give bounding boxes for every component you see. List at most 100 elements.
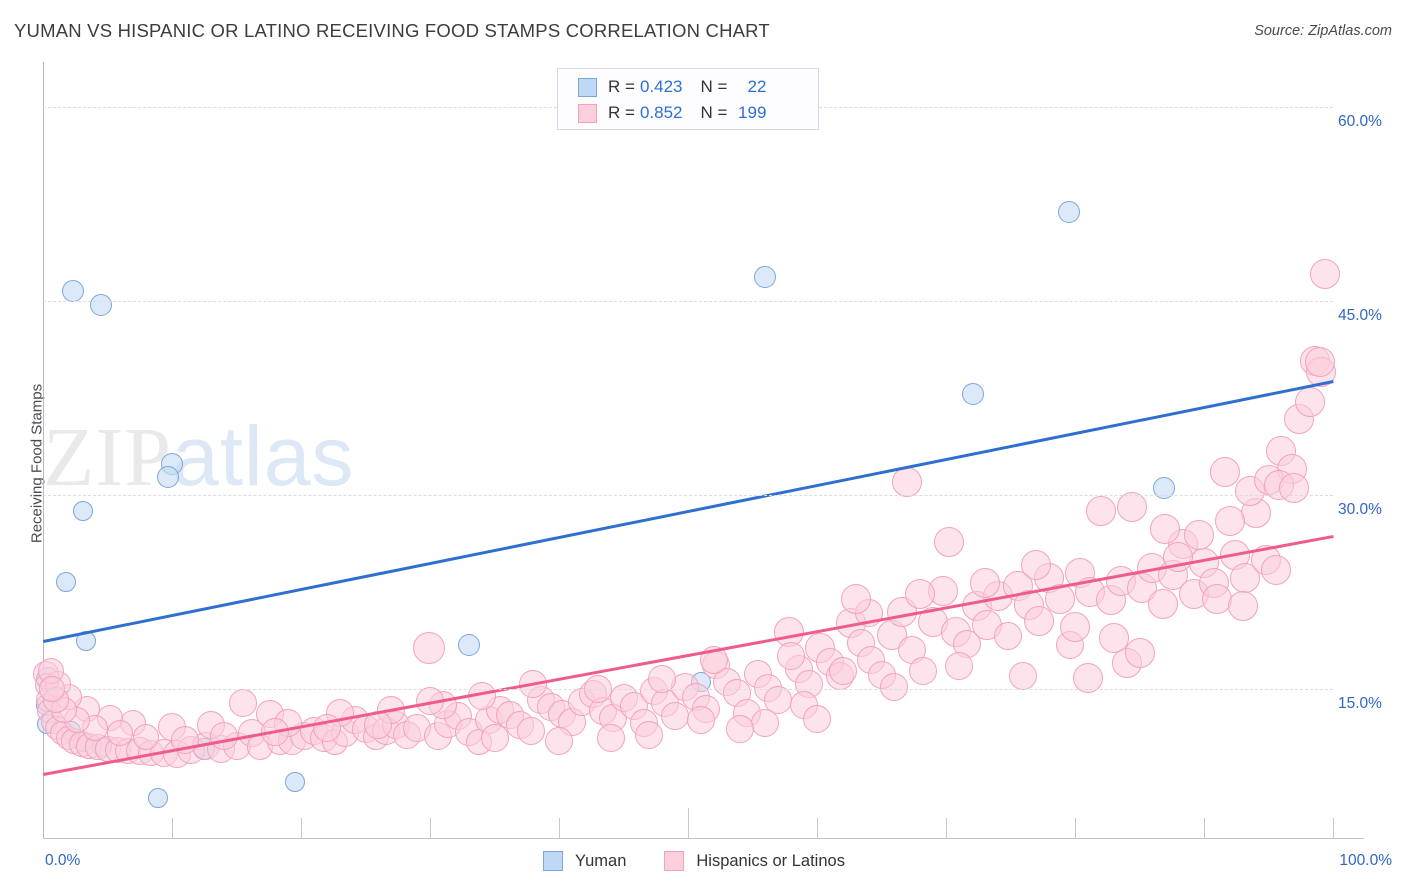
data-point[interactable] [1305, 347, 1336, 378]
data-point[interactable] [892, 467, 923, 498]
legend-item-yuman[interactable]: Yuman [543, 851, 626, 871]
data-point[interactable] [962, 383, 985, 406]
page-title: YUMAN VS HISPANIC OR LATINO RECEIVING FO… [14, 20, 770, 41]
legend-swatch-hispanic [664, 851, 685, 871]
stats-swatch-yuman [578, 77, 597, 97]
data-point[interactable] [1279, 472, 1310, 503]
data-point[interactable] [545, 727, 573, 755]
data-point[interactable] [1116, 491, 1147, 522]
data-point[interactable] [228, 689, 257, 718]
data-point[interactable] [1023, 605, 1054, 636]
legend-item-hispanic[interactable]: Hispanics or Latinos [664, 851, 845, 871]
watermark-part-1: ZIP [43, 411, 172, 504]
data-point[interactable] [72, 500, 93, 521]
data-point[interactable] [944, 651, 973, 680]
data-point[interactable] [1147, 588, 1178, 619]
data-point[interactable] [905, 578, 936, 609]
y-tick-label-30: 30.0% [1338, 501, 1382, 519]
data-point[interactable] [686, 706, 715, 735]
correlation-stats-box: R = 0.423 N = 22 R = 0.852 N = 199 [557, 68, 819, 130]
data-point[interactable] [519, 670, 548, 699]
data-point[interactable] [1294, 387, 1325, 418]
data-point[interactable] [1153, 476, 1175, 499]
data-point[interactable] [61, 279, 84, 302]
data-point[interactable] [754, 265, 777, 288]
data-point[interactable] [1044, 583, 1075, 614]
x-axis-min-label: 0.0% [45, 852, 81, 869]
data-point[interactable] [457, 634, 480, 657]
data-point[interactable] [880, 672, 909, 701]
y-tick-label-60: 60.0% [1338, 113, 1382, 131]
data-point[interactable] [1124, 638, 1155, 669]
data-point[interactable] [648, 664, 677, 693]
data-point[interactable] [1310, 259, 1341, 290]
y-axis-line [43, 62, 44, 839]
data-point[interactable] [969, 568, 1000, 599]
data-point[interactable] [1163, 542, 1194, 573]
x-tick-50 [688, 808, 689, 838]
data-point[interactable] [1098, 622, 1129, 653]
stats-row-yuman: R = 0.423 N = 22 [578, 74, 766, 100]
x-tick-10 [172, 818, 173, 838]
data-point[interactable] [933, 526, 964, 557]
legend-swatch-yuman [543, 851, 563, 871]
stats-r-value-hispanic: 0.852 [639, 103, 683, 122]
data-point[interactable] [261, 717, 290, 746]
data-point[interactable] [1201, 583, 1232, 614]
x-tick-70 [946, 818, 947, 838]
data-point[interactable] [416, 686, 444, 715]
data-point[interactable] [596, 724, 625, 753]
data-point[interactable] [828, 657, 857, 686]
data-point[interactable] [1072, 662, 1103, 693]
data-point[interactable] [635, 720, 664, 749]
data-point[interactable] [90, 294, 113, 317]
data-point[interactable] [777, 641, 806, 670]
data-point[interactable] [133, 724, 160, 751]
data-point[interactable] [1150, 513, 1181, 544]
data-point[interactable] [993, 622, 1022, 651]
data-point[interactable] [803, 705, 831, 733]
data-point[interactable] [1009, 662, 1038, 691]
data-point[interactable] [364, 711, 393, 740]
plot-area: ZIPatlas [32, 62, 1341, 838]
gridline-15 [43, 689, 1333, 691]
chart-legend: Yuman Hispanics or Latinos [543, 851, 883, 871]
x-tick-60 [817, 818, 818, 838]
data-point[interactable] [467, 681, 496, 710]
data-point[interactable] [1227, 591, 1258, 622]
data-point[interactable] [840, 583, 871, 614]
x-tick-20 [301, 818, 302, 838]
data-point[interactable] [1060, 612, 1090, 643]
data-point[interactable] [1209, 456, 1240, 487]
y-tick-label-15: 15.0% [1338, 695, 1382, 713]
data-point[interactable] [1261, 555, 1292, 586]
data-point[interactable] [107, 720, 134, 747]
zipatlas-watermark: ZIPatlas [43, 408, 354, 506]
data-point[interactable] [1021, 550, 1052, 581]
data-point[interactable] [1214, 506, 1245, 537]
data-point[interactable] [56, 571, 77, 592]
watermark-part-2: atlas [172, 409, 355, 503]
data-point[interactable] [284, 772, 305, 793]
data-point[interactable] [75, 631, 96, 652]
data-point[interactable] [480, 724, 509, 753]
data-point[interactable] [887, 596, 918, 627]
data-point[interactable] [1235, 476, 1266, 507]
data-point[interactable] [157, 466, 180, 489]
data-point[interactable] [1183, 520, 1214, 551]
data-point[interactable] [312, 714, 341, 743]
data-point[interactable] [751, 708, 780, 737]
data-point[interactable] [1085, 495, 1116, 526]
data-point[interactable] [699, 645, 728, 674]
data-point[interactable] [1057, 201, 1080, 224]
data-point[interactable] [516, 716, 545, 745]
data-point[interactable] [147, 787, 168, 808]
stats-row-hispanic: R = 0.852 N = 199 [578, 100, 766, 126]
data-point[interactable] [908, 657, 937, 686]
gridline-45 [43, 301, 1333, 303]
data-point[interactable] [170, 725, 199, 754]
data-point[interactable] [412, 631, 445, 664]
data-point[interactable] [209, 721, 238, 750]
data-point[interactable] [725, 715, 754, 744]
